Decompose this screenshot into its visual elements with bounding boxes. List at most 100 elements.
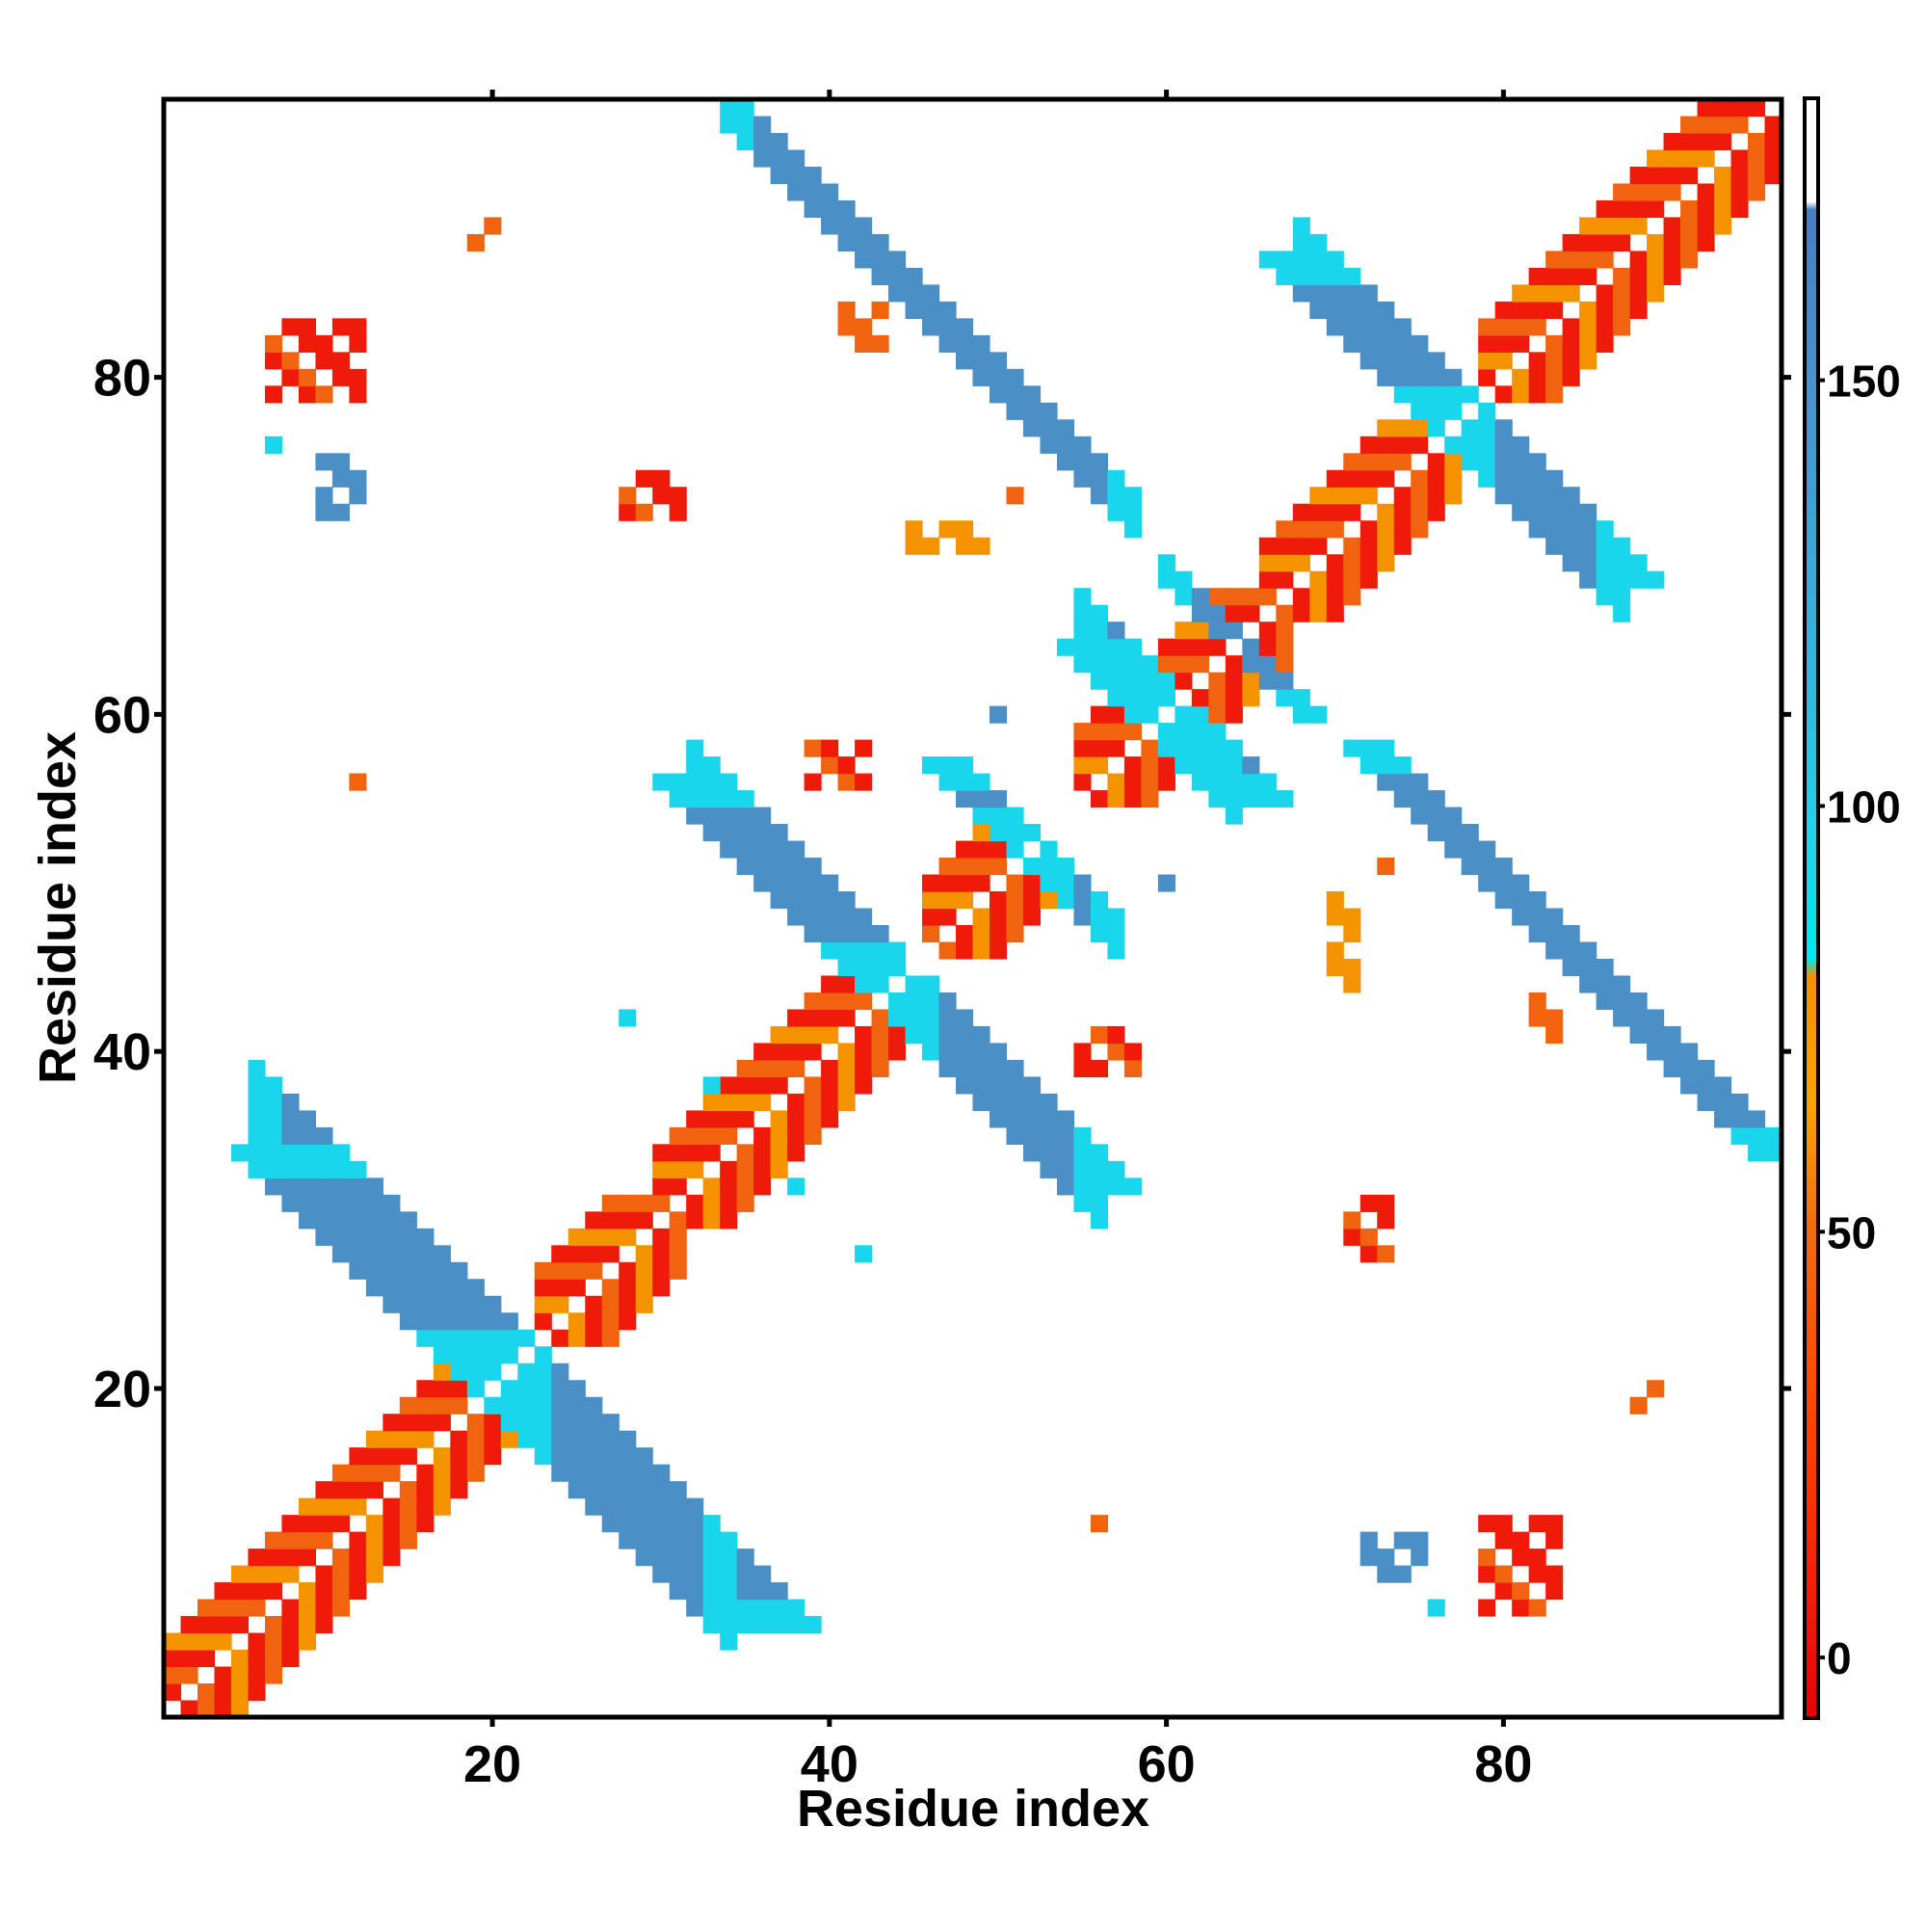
heatmap-cell [365, 1531, 383, 1549]
heatmap-cell [1343, 588, 1361, 606]
heatmap-cell [837, 1009, 856, 1027]
heatmap-cell [1056, 1126, 1075, 1145]
heatmap-cell [736, 116, 754, 134]
heatmap-cell [1359, 436, 1378, 454]
heatmap-cell [635, 1464, 653, 1482]
heatmap-cell [837, 992, 856, 1011]
heatmap-cell [989, 858, 1008, 876]
heatmap-cell [702, 1565, 721, 1583]
heatmap-cell [433, 1414, 451, 1432]
heatmap-cell [1022, 419, 1042, 437]
heatmap-cell [804, 924, 822, 943]
heatmap-cell [1225, 705, 1243, 724]
heatmap-cell [1663, 267, 1681, 285]
heatmap-cell [871, 1025, 889, 1045]
heatmap-cell [652, 1228, 671, 1246]
heatmap-cell [281, 1126, 300, 1145]
heatmap-cell [1596, 554, 1614, 572]
heatmap-cell [720, 1178, 738, 1196]
heatmap-cell [1461, 453, 1479, 471]
heatmap-cell [264, 1582, 283, 1601]
heatmap-cell [1056, 1160, 1075, 1178]
heatmap-cell [753, 1599, 772, 1617]
heatmap-cell [702, 1515, 721, 1533]
heatmap-cell [837, 1043, 856, 1061]
heatmap-cell [1309, 537, 1328, 555]
heatmap-cell [466, 233, 485, 252]
heatmap-cell [1090, 1160, 1109, 1178]
heatmap-cell [1107, 705, 1125, 724]
heatmap-cell [1596, 318, 1614, 336]
heatmap-cell [264, 1616, 283, 1634]
heatmap-cell [585, 1447, 603, 1466]
heatmap-cell [1056, 638, 1075, 656]
heatmap-cell [1545, 520, 1564, 539]
heatmap-cell [1663, 217, 1681, 235]
heatmap-cell [1562, 352, 1580, 370]
heatmap-cell [669, 1261, 687, 1280]
heatmap-cell [1393, 520, 1412, 539]
heatmap-cell [1326, 588, 1344, 606]
heatmap-cell [871, 1059, 889, 1077]
heatmap-cell [331, 1178, 350, 1196]
heatmap-cell [1680, 1043, 1699, 1061]
heatmap-cell [568, 1228, 586, 1246]
heatmap-cell [1461, 385, 1479, 404]
heatmap-cell [1528, 301, 1546, 319]
heatmap-cell [1393, 487, 1412, 505]
heatmap-cell [1326, 570, 1344, 589]
heatmap-cell [619, 1312, 637, 1331]
heatmap-cell [1579, 537, 1597, 555]
heatmap-cell [1613, 1009, 1631, 1027]
heatmap-cell [1494, 318, 1513, 336]
heatmap-cell [956, 874, 974, 892]
heatmap-cell [1714, 1110, 1732, 1128]
heatmap-cell [1040, 874, 1058, 892]
heatmap-cell [1478, 1515, 1496, 1533]
heatmap-cell [264, 1076, 283, 1095]
heatmap-cell [1073, 739, 1092, 757]
heatmap-cell [1629, 554, 1648, 572]
heatmap-cell [1494, 436, 1513, 454]
heatmap-cell [1123, 1059, 1142, 1077]
heatmap-cell [1562, 368, 1580, 386]
heatmap-cell [1629, 267, 1648, 285]
heatmap-cell [1191, 705, 1209, 724]
heatmap-cell [1377, 436, 1395, 454]
heatmap-cell [1528, 318, 1546, 336]
heatmap-cell [837, 958, 856, 977]
heatmap-cell [1494, 469, 1513, 488]
heatmap-cell [1444, 824, 1463, 842]
heatmap-cell [1663, 1043, 1681, 1061]
heatmap-cell [1326, 503, 1344, 521]
heatmap-cell [1579, 233, 1597, 252]
heatmap-cell [821, 1009, 839, 1027]
heatmap-cell [551, 1414, 569, 1432]
heatmap-cell [466, 1363, 485, 1381]
heatmap-cell [264, 385, 283, 404]
heatmap-cell [534, 1447, 552, 1466]
heatmap-cell [1427, 469, 1445, 488]
heatmap-cell [214, 1582, 232, 1601]
heatmap-cell [736, 1194, 754, 1212]
heatmap-cell [1292, 705, 1310, 724]
heatmap-cell [821, 739, 839, 757]
heatmap-cell [736, 840, 754, 859]
heatmap-cell [753, 1160, 772, 1178]
heatmap-cell [702, 773, 721, 791]
heatmap-cell [1545, 385, 1564, 404]
heatmap-cell [1276, 638, 1294, 656]
heatmap-cell [1225, 689, 1243, 707]
heatmap-cell [1579, 941, 1597, 960]
heatmap-cell [281, 352, 300, 370]
heatmap-cell [821, 756, 839, 775]
heatmap-cell [1596, 284, 1614, 303]
heatmap-cell [298, 1194, 317, 1212]
heatmap-cell [1377, 537, 1395, 555]
heatmap-cell [804, 992, 822, 1011]
heatmap-cell [855, 233, 873, 252]
heatmap-cell [1359, 756, 1378, 775]
heatmap-cell [1411, 807, 1429, 825]
heatmap-cell [433, 1481, 451, 1499]
heatmap-cell [433, 1261, 451, 1280]
